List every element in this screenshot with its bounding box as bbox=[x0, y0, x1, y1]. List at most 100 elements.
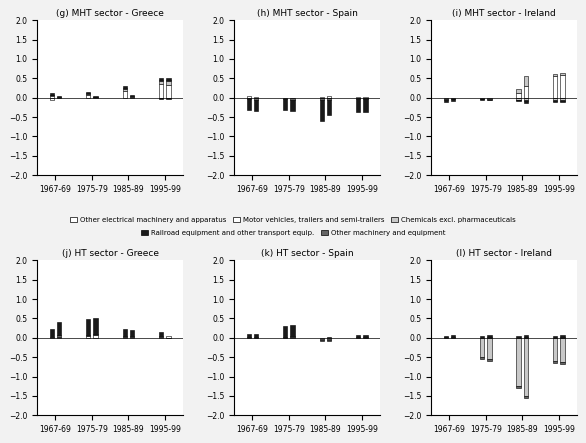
Bar bbox=[283, 337, 287, 338]
Bar bbox=[159, 337, 163, 338]
Bar bbox=[451, 99, 455, 101]
Bar bbox=[451, 97, 455, 99]
Legend: Other electrical machinery and apparatus, Motor vehicles, trailers and semi-trai: Other electrical machinery and apparatus… bbox=[67, 214, 519, 225]
Bar bbox=[356, 335, 360, 338]
Bar bbox=[247, 96, 251, 97]
Bar bbox=[122, 329, 127, 336]
Bar bbox=[516, 89, 521, 93]
Bar bbox=[560, 75, 564, 97]
Bar bbox=[516, 97, 521, 100]
Bar bbox=[327, 339, 331, 340]
Bar bbox=[166, 82, 171, 85]
Bar bbox=[480, 357, 485, 359]
Bar bbox=[327, 340, 331, 341]
Title: (i) MHT sector - Ireland: (i) MHT sector - Ireland bbox=[452, 9, 556, 18]
Bar bbox=[283, 99, 287, 110]
Bar bbox=[444, 336, 448, 337]
Bar bbox=[524, 76, 528, 86]
Legend: Railroad equipment and other transport equip., Other machinery and equipment: Railroad equipment and other transport e… bbox=[138, 227, 448, 239]
Bar bbox=[516, 336, 521, 338]
Bar bbox=[86, 92, 90, 93]
Bar bbox=[444, 99, 448, 101]
Bar bbox=[166, 97, 171, 99]
Bar bbox=[166, 80, 171, 82]
Bar bbox=[247, 99, 251, 110]
Bar bbox=[57, 322, 62, 335]
Bar bbox=[524, 396, 528, 398]
Bar bbox=[319, 100, 324, 121]
Bar bbox=[50, 96, 54, 97]
Bar bbox=[130, 94, 134, 97]
Bar bbox=[50, 97, 54, 101]
Bar bbox=[553, 97, 557, 100]
Bar bbox=[516, 338, 521, 386]
Bar bbox=[93, 334, 98, 335]
Bar bbox=[130, 330, 134, 336]
Bar bbox=[488, 335, 492, 338]
Bar bbox=[166, 78, 171, 80]
Bar bbox=[254, 334, 258, 338]
Bar bbox=[254, 100, 258, 111]
Bar bbox=[247, 97, 251, 99]
Bar bbox=[319, 338, 324, 339]
Bar bbox=[516, 93, 521, 97]
Bar bbox=[480, 99, 485, 100]
Bar bbox=[159, 80, 163, 82]
Bar bbox=[524, 335, 528, 338]
Bar bbox=[319, 340, 324, 341]
Bar bbox=[444, 337, 448, 338]
Bar bbox=[159, 332, 163, 336]
Bar bbox=[488, 97, 492, 99]
Bar bbox=[57, 335, 62, 337]
Bar bbox=[327, 337, 331, 338]
Bar bbox=[319, 97, 324, 100]
Bar bbox=[560, 338, 564, 362]
Bar bbox=[93, 96, 98, 97]
Bar bbox=[553, 361, 557, 363]
Bar bbox=[553, 100, 557, 101]
Bar bbox=[159, 82, 163, 84]
Bar bbox=[560, 73, 564, 75]
Bar bbox=[130, 337, 134, 338]
Bar bbox=[451, 337, 455, 338]
Bar bbox=[159, 97, 163, 99]
Bar bbox=[50, 329, 54, 337]
Bar bbox=[57, 337, 62, 338]
Bar bbox=[488, 359, 492, 361]
Bar bbox=[86, 336, 90, 338]
Bar bbox=[480, 338, 485, 357]
Bar bbox=[553, 74, 557, 76]
Title: (g) MHT sector - Greece: (g) MHT sector - Greece bbox=[56, 9, 164, 18]
Bar bbox=[451, 335, 455, 337]
Bar bbox=[122, 86, 127, 88]
Bar bbox=[50, 93, 54, 94]
Bar bbox=[553, 76, 557, 97]
Bar bbox=[50, 337, 54, 338]
Bar bbox=[122, 88, 127, 89]
Bar bbox=[524, 338, 528, 396]
Bar bbox=[516, 386, 521, 388]
Bar bbox=[86, 94, 90, 95]
Bar bbox=[122, 337, 127, 338]
Bar bbox=[560, 362, 564, 364]
Bar bbox=[122, 336, 127, 337]
Bar bbox=[480, 97, 485, 99]
Bar bbox=[560, 101, 564, 102]
Bar bbox=[319, 339, 324, 340]
Bar bbox=[560, 335, 564, 338]
Bar bbox=[122, 89, 127, 91]
Bar bbox=[290, 100, 295, 111]
Title: (h) MHT sector - Spain: (h) MHT sector - Spain bbox=[257, 9, 357, 18]
Title: (l) HT sector - Ireland: (l) HT sector - Ireland bbox=[456, 249, 552, 258]
Bar bbox=[524, 101, 528, 103]
Bar bbox=[327, 98, 331, 100]
Bar bbox=[356, 97, 360, 99]
Bar bbox=[553, 338, 557, 361]
Bar bbox=[247, 334, 251, 338]
Bar bbox=[444, 97, 448, 99]
Bar bbox=[363, 97, 367, 99]
Bar bbox=[524, 97, 528, 101]
Bar bbox=[166, 85, 171, 97]
Bar bbox=[560, 97, 564, 101]
Bar bbox=[130, 336, 134, 337]
